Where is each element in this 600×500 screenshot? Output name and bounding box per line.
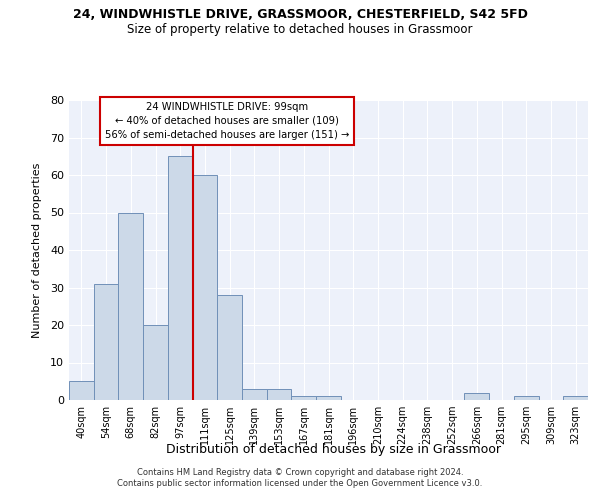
Bar: [94, 284, 118, 400]
Bar: [168, 156, 193, 400]
Bar: [514, 396, 539, 400]
Bar: [267, 389, 292, 400]
Bar: [292, 396, 316, 400]
Text: Size of property relative to detached houses in Grassmoor: Size of property relative to detached ho…: [127, 22, 473, 36]
Bar: [217, 295, 242, 400]
Bar: [193, 175, 217, 400]
Bar: [563, 396, 588, 400]
Text: Distribution of detached houses by size in Grassmoor: Distribution of detached houses by size …: [166, 442, 500, 456]
Text: 24, WINDWHISTLE DRIVE, GRASSMOOR, CHESTERFIELD, S42 5FD: 24, WINDWHISTLE DRIVE, GRASSMOOR, CHESTE…: [73, 8, 527, 20]
Bar: [242, 389, 267, 400]
Bar: [143, 325, 168, 400]
Text: 24 WINDWHISTLE DRIVE: 99sqm
← 40% of detached houses are smaller (109)
56% of se: 24 WINDWHISTLE DRIVE: 99sqm ← 40% of det…: [105, 102, 349, 140]
Text: Contains HM Land Registry data © Crown copyright and database right 2024.
Contai: Contains HM Land Registry data © Crown c…: [118, 468, 482, 487]
Bar: [118, 212, 143, 400]
Bar: [464, 392, 489, 400]
Y-axis label: Number of detached properties: Number of detached properties: [32, 162, 41, 338]
Bar: [69, 381, 94, 400]
Bar: [316, 396, 341, 400]
